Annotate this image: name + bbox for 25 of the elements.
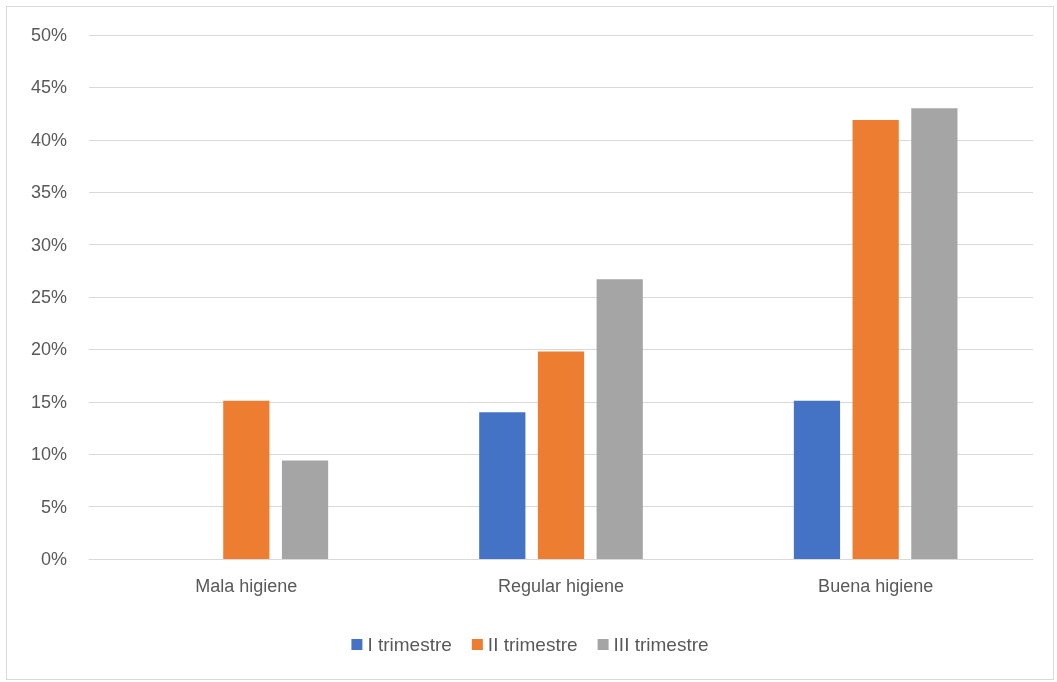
bar: [852, 119, 899, 559]
bar: [793, 400, 841, 559]
y-tick-label: 35%: [30, 182, 67, 203]
y-tick-label: 40%: [30, 129, 67, 150]
y-tick-label: 15%: [30, 391, 67, 412]
bar: [537, 351, 585, 559]
y-tick-label: 50%: [30, 25, 67, 45]
bar: [911, 108, 958, 559]
legend-label: III trimestre: [613, 634, 709, 655]
y-tick-label: 5%: [40, 496, 67, 517]
y-tick-label: 45%: [30, 77, 67, 98]
y-tick-label: 30%: [30, 234, 67, 255]
legend-label: I trimestre: [367, 634, 452, 655]
legend-label: II trimestre: [487, 634, 578, 655]
bar: [479, 412, 526, 559]
y-tick-label: 0%: [40, 549, 67, 569]
y-tick-label: 10%: [30, 444, 67, 465]
y-tick-label: 20%: [30, 339, 67, 360]
y-tick-label: 25%: [30, 287, 67, 307]
bar: [596, 279, 643, 559]
bar: [281, 460, 329, 559]
x-tick-label: Regular higiene: [497, 576, 625, 596]
x-tick-label: Mala higiene: [195, 576, 298, 596]
bar: [223, 400, 270, 559]
x-tick-label: Buena higiene: [818, 576, 934, 596]
